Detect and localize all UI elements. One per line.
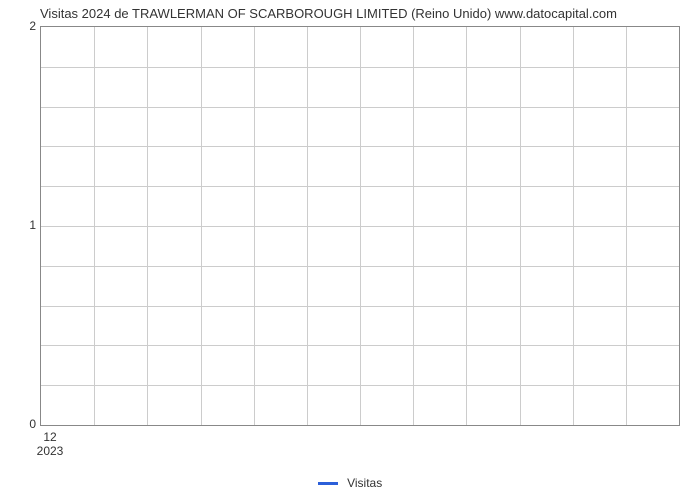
grid-line-v xyxy=(626,27,627,425)
grid-line-v xyxy=(307,27,308,425)
chart-title: Visitas 2024 de TRAWLERMAN OF SCARBOROUG… xyxy=(40,6,690,21)
legend: Visitas xyxy=(0,475,700,490)
grid-line-v xyxy=(573,27,574,425)
grid-line-v xyxy=(413,27,414,425)
y-tick-label: 1 xyxy=(6,218,36,232)
y-tick-label: 2 xyxy=(6,19,36,33)
y-tick-label: 0 xyxy=(6,417,36,431)
grid-line-v xyxy=(94,27,95,425)
grid-line-v xyxy=(201,27,202,425)
legend-swatch-visitas xyxy=(318,482,338,485)
grid-line-v xyxy=(466,27,467,425)
grid-line-v xyxy=(520,27,521,425)
x-tick-label: 12 xyxy=(43,430,56,444)
plot-area xyxy=(40,26,680,426)
legend-label-visitas: Visitas xyxy=(347,476,382,490)
grid-line-v xyxy=(254,27,255,425)
grid-line-v xyxy=(360,27,361,425)
x-year-label: 2023 xyxy=(37,444,64,458)
grid-line-v xyxy=(147,27,148,425)
